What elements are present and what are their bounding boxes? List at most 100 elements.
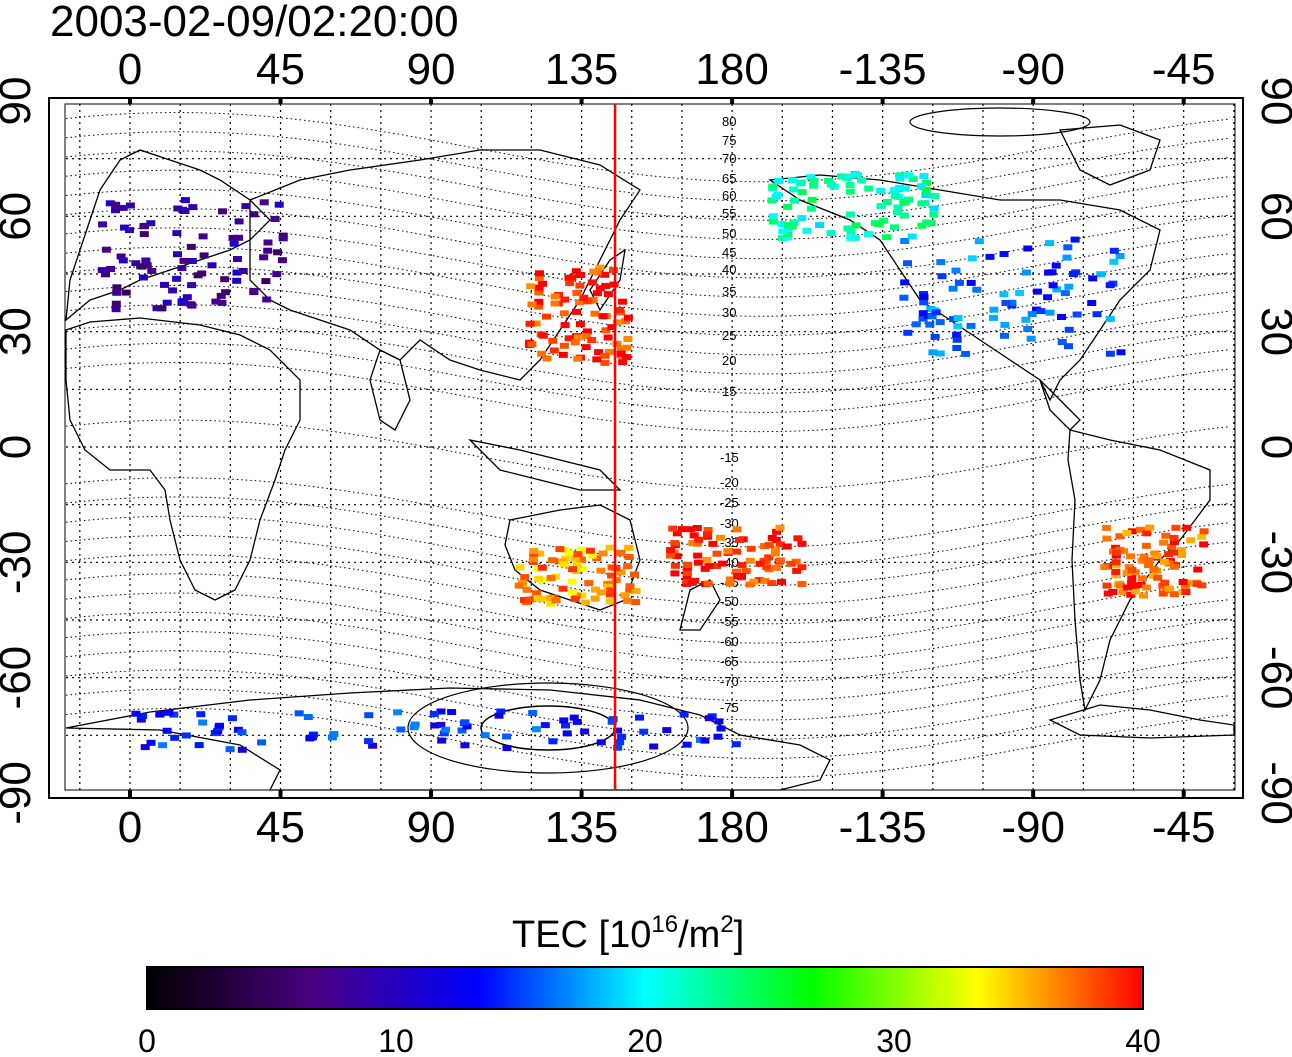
tec-cell [211, 298, 221, 305]
tec-cell [767, 197, 777, 204]
tec-cell [97, 267, 107, 274]
tec-cell [590, 595, 600, 602]
tec-cell [535, 270, 544, 277]
tec-cell [1096, 271, 1106, 278]
maglat-label: -15 [720, 450, 739, 465]
tec-cell [1062, 254, 1072, 261]
tec-cell [1105, 350, 1115, 357]
tec-cell [1087, 300, 1097, 306]
tec-cell [786, 560, 796, 567]
tec-cell [601, 282, 611, 289]
tec-cell [588, 297, 598, 303]
tec-cell [1169, 563, 1179, 570]
maglat-contour [65, 631, 1231, 702]
tec-cell [911, 321, 921, 328]
tec-cell [138, 712, 148, 719]
tec-cell [874, 221, 884, 227]
tec-cell [899, 294, 909, 301]
tec-cell [327, 734, 337, 741]
tec-cell [899, 212, 909, 219]
tec-cell [737, 562, 747, 569]
coastline [1048, 704, 1235, 739]
tec-cell [1057, 314, 1066, 320]
tec-cell [308, 731, 318, 738]
tec-cell [1126, 591, 1136, 598]
tec-cell [1137, 575, 1147, 582]
tec-cell [612, 319, 622, 326]
tec-cell [806, 174, 816, 181]
maglat-contour [65, 650, 1231, 721]
tec-cell [538, 332, 548, 339]
tec-cell [188, 204, 198, 211]
tec-cell [662, 727, 672, 734]
maglat-label: 30 [722, 305, 736, 320]
tec-cell [548, 738, 558, 745]
tec-cell [572, 562, 582, 568]
tec-cell [181, 732, 191, 739]
tec-cell [760, 577, 770, 584]
tec-cell [1088, 275, 1098, 282]
colorbar-tick-label: 40 [1125, 1023, 1161, 1057]
left-latitude-tick-label: -90 [0, 761, 40, 825]
tec-cell [782, 543, 792, 550]
tec-cell [294, 710, 304, 717]
tec-cell [561, 722, 570, 729]
tec-cell [559, 310, 569, 317]
tec-cell [625, 587, 635, 594]
tec-cell [1026, 335, 1036, 342]
map-title: 2003-02-09/02:20:00 [50, 0, 459, 46]
tec-cell [1111, 559, 1121, 566]
tec-cell [899, 199, 909, 206]
tec-cell [555, 546, 565, 553]
tec-cell [630, 571, 639, 578]
tec-cell [1000, 321, 1010, 328]
tec-cell [725, 576, 735, 583]
tec-cell [112, 284, 122, 291]
tec-cell [900, 238, 910, 244]
tec-cell [580, 728, 590, 735]
tec-cell [496, 708, 506, 715]
tec-cell [793, 535, 803, 542]
tec-cell [809, 182, 819, 189]
tec-cell [196, 711, 206, 718]
tec-cell [545, 595, 555, 602]
tec-cell [177, 265, 187, 272]
tec-cell [573, 334, 583, 341]
colorbar-tick-label: 20 [627, 1023, 663, 1057]
tec-cell [735, 537, 744, 543]
tec-cell [703, 527, 713, 533]
tec-cell [535, 550, 545, 557]
left-latitude-tick-label: 90 [0, 77, 40, 126]
tec-cell [733, 573, 743, 580]
tec-cell [140, 744, 150, 751]
tec-cell [546, 575, 556, 582]
tec-cell [592, 290, 602, 297]
tec-cell [531, 320, 541, 327]
tec-cell [1023, 245, 1033, 252]
bottom-longitude-tick-label: 180 [695, 803, 768, 852]
tec-cell [585, 547, 595, 554]
tec-cell [604, 583, 613, 590]
tec-cell [147, 267, 157, 274]
tec-cell [615, 739, 625, 746]
tec-cell [690, 577, 700, 584]
tec-cell [137, 263, 147, 270]
maglat-pole-contour [909, 107, 1091, 137]
tec-cell [702, 531, 712, 538]
tec-cell [961, 350, 971, 357]
maglat-contour [65, 150, 1231, 221]
tec-cell [1178, 579, 1188, 585]
tec-cell [577, 565, 587, 572]
tec-cell [930, 193, 940, 199]
tec-cell [605, 349, 614, 355]
tec-cell [620, 592, 630, 599]
tec-cell [952, 336, 962, 343]
tec-cell [900, 279, 910, 286]
tec-cell [623, 563, 633, 570]
tec-cell [595, 264, 605, 271]
tec-cell [596, 589, 606, 596]
tec-cell [1111, 572, 1121, 579]
tec-cell [1177, 552, 1187, 558]
tec-cell [797, 215, 807, 222]
tec-cell [919, 293, 929, 300]
